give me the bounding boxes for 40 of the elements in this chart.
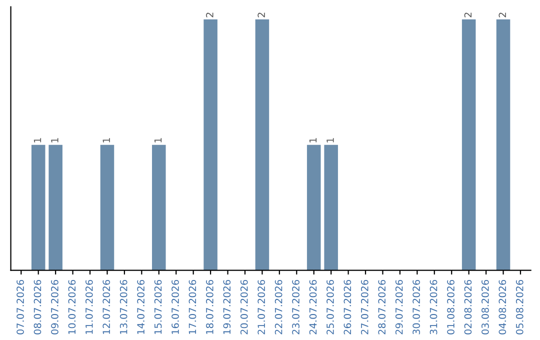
x-tick-label: 27.07.2026 xyxy=(360,280,368,334)
x-tick-label: 08.07.2026 xyxy=(34,280,42,334)
x-tick-label: 10.07.2026 xyxy=(68,280,76,334)
x-tick-label: 25.07.2026 xyxy=(326,280,334,334)
x-tick-label: 23.07.2026 xyxy=(292,280,300,334)
x-tick-label: 29.07.2026 xyxy=(395,280,403,334)
x-tick-label: 21.07.2026 xyxy=(258,280,266,334)
x-tick-label: 16.07.2026 xyxy=(172,280,179,334)
data-label: 2 xyxy=(258,12,265,18)
x-tick-label: 31.07.2026 xyxy=(430,280,438,334)
x-tick-label: 11.07.2026 xyxy=(85,280,93,334)
x-tick-label: 19.07.2026 xyxy=(223,280,231,334)
x-tick-label: 13.07.2026 xyxy=(120,280,128,334)
data-label: 2 xyxy=(206,12,214,18)
x-tick-label: 14.07.2026 xyxy=(137,280,144,334)
data-label: 1 xyxy=(102,138,110,142)
x-tick-label: 09.07.2026 xyxy=(51,280,58,334)
data-label: 2 xyxy=(464,12,472,18)
x-tick-label: 20.07.2026 xyxy=(240,280,248,334)
x-tick-label: 28.07.2026 xyxy=(378,280,386,334)
x-tick-label: 22.07.2026 xyxy=(274,280,282,334)
x-tick-label: 03.08.2026 xyxy=(482,280,489,334)
x-tick-label: 26.07.2026 xyxy=(344,280,352,334)
data-label: 1 xyxy=(309,138,317,142)
x-tick-label: 07.07.2026 xyxy=(16,280,24,334)
data-label: 1 xyxy=(51,138,58,142)
data-label: 2 xyxy=(498,12,506,18)
x-tick-label: 04.08.2026 xyxy=(498,280,506,334)
x-tick-label: 01.08.2026 xyxy=(447,280,454,334)
x-tick-label: 05.08.2026 xyxy=(516,280,524,334)
x-tick-label: 17.07.2026 xyxy=(188,280,196,334)
x-tick-label: 15.07.2026 xyxy=(154,280,162,334)
x-tick-label: 24.07.2026 xyxy=(309,280,317,334)
data-label: 1 xyxy=(34,138,42,142)
data-label: 1 xyxy=(326,138,334,142)
x-tick-label: 18.07.2026 xyxy=(206,280,214,334)
data-label: 1 xyxy=(154,138,162,142)
x-tick-label: 30.07.2026 xyxy=(412,280,420,334)
x-tick-label: 02.08.2026 xyxy=(464,280,472,334)
x-tick-label: 12.07.2026 xyxy=(102,280,110,334)
